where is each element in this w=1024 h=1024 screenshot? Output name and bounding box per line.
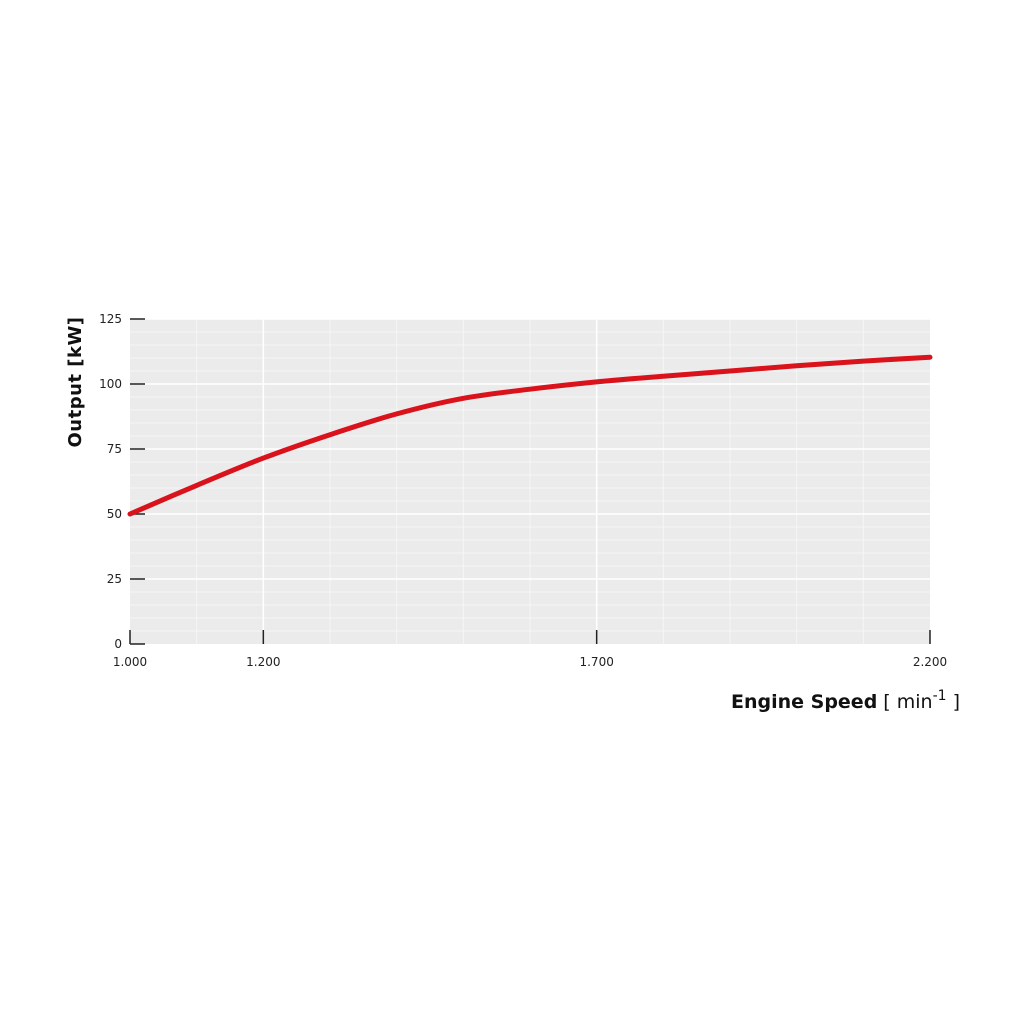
x-axis-unit: [ min [883, 691, 932, 713]
y-tick-label: 0 [114, 637, 122, 651]
x-axis-unit-exponent: -1 [933, 688, 947, 704]
y-tick-label: 125 [99, 312, 122, 326]
x-tick-label: 1.200 [246, 655, 280, 669]
x-tick-label: 1.700 [579, 655, 613, 669]
y-tick-label: 75 [107, 442, 122, 456]
output-curve [127, 354, 933, 517]
y-tick-label: 50 [107, 507, 122, 521]
x-tick-label: 1.000 [113, 655, 147, 669]
grid [130, 318, 930, 644]
x-tick-label: 2.200 [913, 655, 947, 669]
y-axis-label: Output [kW] [65, 316, 86, 447]
y-tick-label: 100 [99, 377, 122, 391]
y-tick-label: 25 [107, 572, 122, 586]
x-axis-label: Engine Speed [ min-1 ] [731, 688, 960, 713]
axes [129, 318, 931, 645]
x-axis-title: Engine Speed [731, 691, 877, 713]
x-axis-unit-close: ] [947, 691, 960, 713]
